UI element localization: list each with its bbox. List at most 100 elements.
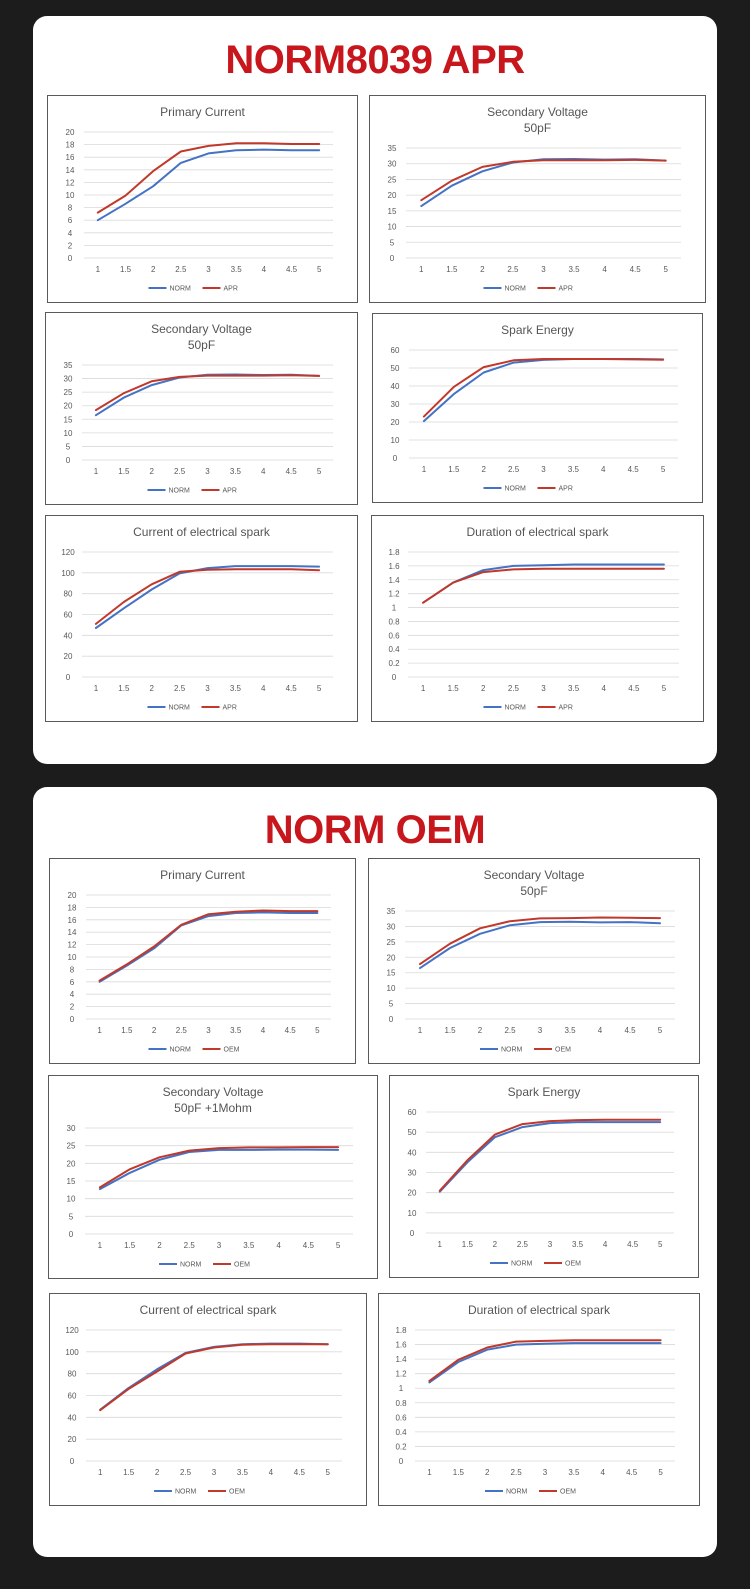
x-tick-label: 4 — [262, 265, 267, 274]
y-tick-label: 5 — [389, 1000, 394, 1009]
x-tick-label: 1.5 — [121, 1026, 133, 1035]
series-line-oem — [438, 1118, 662, 1192]
x-tick-label: 3 — [541, 684, 546, 693]
x-tick-label: 5 — [336, 1241, 341, 1250]
chart-title: Spark Energy — [501, 323, 574, 337]
y-tick-label: 6 — [70, 978, 75, 987]
series-line-apr — [422, 567, 665, 604]
y-tick-label: 35 — [387, 907, 396, 916]
x-tick-label: 4.5 — [624, 1026, 636, 1035]
y-tick-label: 15 — [64, 415, 73, 424]
x-tick-label: 4.5 — [627, 1240, 639, 1249]
y-tick-label: 30 — [388, 160, 397, 169]
chart-panel: Secondary Voltage 50pF 0 5 10 15 20 25 30 35 1 1.5 2… — [368, 858, 700, 1064]
y-tick-label: 1 — [399, 1384, 404, 1393]
chart-svg: Spark Energy 0 10 20 30 40 50 60 1 1.5 2 2.5 3 3.5 4 4.… — [391, 323, 678, 493]
y-tick-label: 20 — [66, 128, 75, 137]
x-tick-label: 3 — [205, 467, 210, 476]
x-tick-label: 4 — [261, 467, 266, 476]
series-line-norm — [438, 1121, 662, 1193]
x-tick-label: 3.5 — [564, 1026, 576, 1035]
x-tick-label: 3.5 — [568, 1468, 580, 1477]
y-tick-label: 20 — [68, 1435, 77, 1444]
x-tick-label: 3.5 — [243, 1241, 255, 1250]
x-tick-label: 4 — [601, 465, 606, 474]
x-tick-label: 2.5 — [517, 1240, 529, 1249]
x-tick-label: 3 — [538, 1026, 543, 1035]
x-tick-label: 3 — [206, 265, 211, 274]
chart-title: Primary Current — [160, 105, 245, 119]
x-tick-label: 4.5 — [628, 465, 640, 474]
legend-label-apr: APR — [559, 286, 573, 293]
chart-subtitle: 50pF — [520, 884, 547, 898]
y-tick-label: 35 — [388, 144, 397, 153]
y-tick-label: 1.2 — [388, 590, 400, 599]
y-tick-label: 10 — [408, 1209, 417, 1218]
y-tick-label: 5 — [69, 1212, 74, 1221]
x-tick-label: 4.5 — [286, 265, 298, 274]
y-tick-label: 25 — [64, 388, 73, 397]
y-tick-label: 10 — [67, 1195, 76, 1204]
x-tick-label: 3 — [212, 1468, 217, 1477]
legend-label-apr: APR — [559, 705, 573, 712]
x-tick-label: 1.5 — [453, 1468, 465, 1477]
y-tick-label: 25 — [67, 1142, 76, 1151]
x-tick-label: 1 — [421, 684, 426, 693]
y-tick-label: 0.6 — [388, 631, 400, 640]
x-tick-label: 2.5 — [174, 684, 186, 693]
x-tick-label: 5 — [317, 467, 322, 476]
x-tick-label: 2 — [151, 265, 156, 274]
y-tick-label: 20 — [408, 1189, 417, 1198]
chart-title: Secondary Voltage — [151, 322, 252, 336]
legend-label-oem: OEM — [560, 1489, 576, 1496]
x-tick-label: 4 — [601, 1468, 606, 1477]
chart-panel: Duration of electrical spark 0 0.2 0.4 0.6 0.… — [378, 1293, 700, 1506]
y-tick-label: 0 — [393, 454, 398, 463]
y-tick-label: 20 — [68, 891, 77, 900]
section-title-oem: NORM OEM — [264, 808, 486, 852]
y-tick-label: 0.4 — [388, 645, 400, 654]
x-tick-label: 5 — [658, 1468, 663, 1477]
legend-label-norm: NORM — [170, 1047, 192, 1054]
x-tick-label: 3 — [217, 1241, 222, 1250]
y-tick-label: 30 — [408, 1169, 417, 1178]
chart-svg: Primary Current 0 2 4 6 8 10 12 14 16 18 20 1 1.5 2 2.5… — [68, 868, 331, 1054]
x-tick-label: 3 — [541, 465, 546, 474]
x-tick-label: 5 — [663, 265, 668, 274]
x-tick-label: 5 — [326, 1468, 331, 1477]
series-line-oem — [98, 909, 319, 982]
y-tick-label: 10 — [391, 436, 400, 445]
y-tick-label: 0 — [390, 254, 395, 263]
x-tick-label: 1 — [94, 684, 99, 693]
y-tick-label: 30 — [391, 400, 400, 409]
y-tick-label: 60 — [64, 611, 73, 620]
x-tick-label: 2.5 — [507, 265, 519, 274]
y-tick-label: 50 — [391, 364, 400, 373]
x-tick-label: 4.5 — [626, 1468, 638, 1477]
x-tick-label: 2 — [149, 684, 154, 693]
x-tick-label: 2.5 — [508, 684, 520, 693]
y-tick-label: 0 — [389, 1015, 394, 1024]
x-tick-label: 4 — [269, 1468, 274, 1477]
x-tick-label: 3.5 — [237, 1468, 249, 1477]
legend-label-apr: APR — [223, 488, 237, 495]
x-tick-label: 3 — [548, 1240, 553, 1249]
chart-title: Duration of electrical spark — [468, 1303, 611, 1317]
x-tick-label: 5 — [315, 1026, 320, 1035]
x-tick-label: 2 — [478, 1026, 483, 1035]
y-tick-label: 15 — [67, 1177, 76, 1186]
y-tick-label: 1.6 — [388, 562, 400, 571]
y-tick-label: 80 — [64, 590, 73, 599]
y-tick-label: 80 — [68, 1370, 77, 1379]
y-tick-label: 0 — [66, 456, 71, 465]
chart-panel: Current of electrical spark 0 20 40 60 80 100 1… — [49, 1293, 367, 1506]
y-tick-label: 10 — [64, 429, 73, 438]
y-tick-label: 50 — [408, 1128, 417, 1137]
x-tick-label: 5 — [317, 265, 322, 274]
chart-svg: Primary Current 0 2 4 6 8 10 12 14 16 18 20 1 1.5 2 2.5… — [66, 105, 333, 293]
y-tick-label: 10 — [387, 984, 396, 993]
x-tick-label: 4.5 — [628, 684, 640, 693]
y-tick-label: 0.8 — [395, 1399, 407, 1408]
x-tick-label: 4 — [598, 1026, 603, 1035]
chart-subtitle: 50pF +1Mohm — [174, 1101, 252, 1115]
